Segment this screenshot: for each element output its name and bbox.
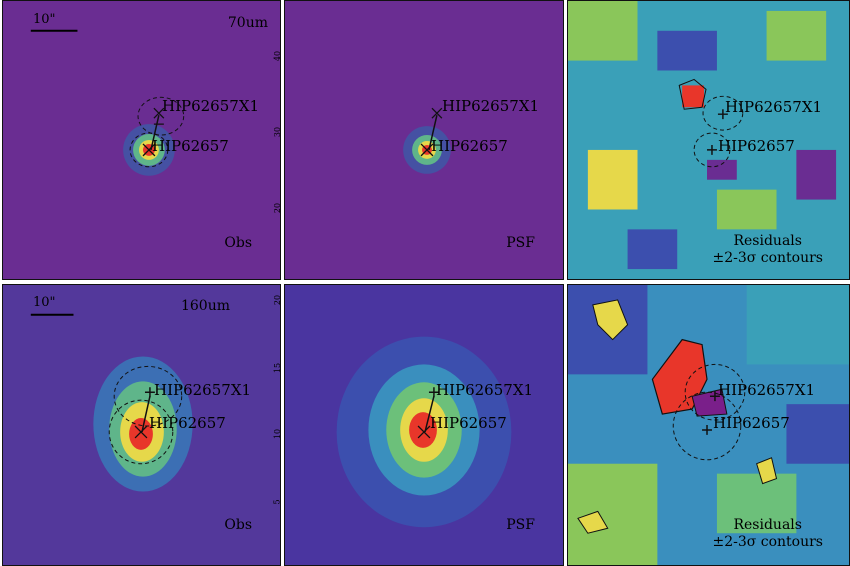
tick-label: 40: [273, 50, 283, 62]
residuals-contours: ±2-3σ contours: [712, 250, 823, 266]
tick-label: 20: [273, 202, 283, 214]
source-label-x1: HIP62657X1: [154, 381, 252, 399]
image-160um-residuals: [568, 285, 849, 565]
scale-bar-label: 10": [33, 12, 56, 27]
residuals-caption: Residuals ±2-3σ contours: [712, 233, 823, 267]
source-label-main: HIP62657: [149, 414, 226, 432]
image-70um-residuals: [568, 1, 849, 279]
source-label-main: HIP62657: [713, 414, 790, 432]
source-label-main: HIP62657: [431, 137, 508, 155]
tick-label: 20: [273, 294, 283, 306]
image-160um-obs: [3, 285, 280, 565]
panel-160um-residuals: HIP62657X1 HIP62657 Residuals ±2-3σ cont…: [567, 284, 850, 566]
band-label: 160um: [180, 298, 230, 314]
panel-160um-psf: HIP62657X1 HIP62657 PSF: [284, 284, 564, 566]
psf-label: PSF: [506, 517, 535, 533]
image-70um-psf: [285, 1, 563, 279]
source-label-x1: HIP62657X1: [436, 381, 534, 399]
residuals-title: Residuals: [733, 517, 802, 533]
tick-label: 10: [273, 428, 283, 440]
panel-70um-psf: HIP62657X1 HIP62657 PSF: [284, 0, 564, 280]
obs-label: Obs: [224, 517, 252, 533]
source-label-main: HIP62657: [430, 414, 507, 432]
obs-label: Obs: [224, 235, 252, 251]
panel-70um-obs: 10" 70um HIP62657X1 HIP62657 Obs: [2, 0, 281, 280]
source-label-main: HIP62657: [152, 137, 229, 155]
panel-160um-obs: 10" 160um HIP62657X1 HIP62657 Obs: [2, 284, 281, 566]
panel-70um-residuals: HIP62657X1 HIP62657 Residuals ±2-3σ cont…: [567, 0, 850, 280]
band-label: 70um: [227, 15, 268, 31]
image-70um-obs: [3, 1, 280, 279]
source-label-x1: HIP62657X1: [718, 381, 816, 399]
tick-label: 30: [273, 126, 283, 138]
source-label-main: HIP62657: [718, 137, 795, 155]
source-label-x1: HIP62657X1: [162, 97, 260, 115]
tick-label: 5: [272, 499, 282, 505]
source-label-x1: HIP62657X1: [725, 98, 823, 116]
residuals-caption: Residuals ±2-3σ contours: [712, 517, 823, 551]
residuals-contours: ±2-3σ contours: [712, 534, 823, 550]
scale-bar-label: 10": [33, 295, 56, 310]
image-160um-psf: [285, 285, 563, 565]
source-label-x1: HIP62657X1: [442, 97, 540, 115]
tick-label: 15: [273, 362, 283, 374]
residuals-title: Residuals: [733, 233, 802, 249]
psf-label: PSF: [506, 235, 535, 251]
